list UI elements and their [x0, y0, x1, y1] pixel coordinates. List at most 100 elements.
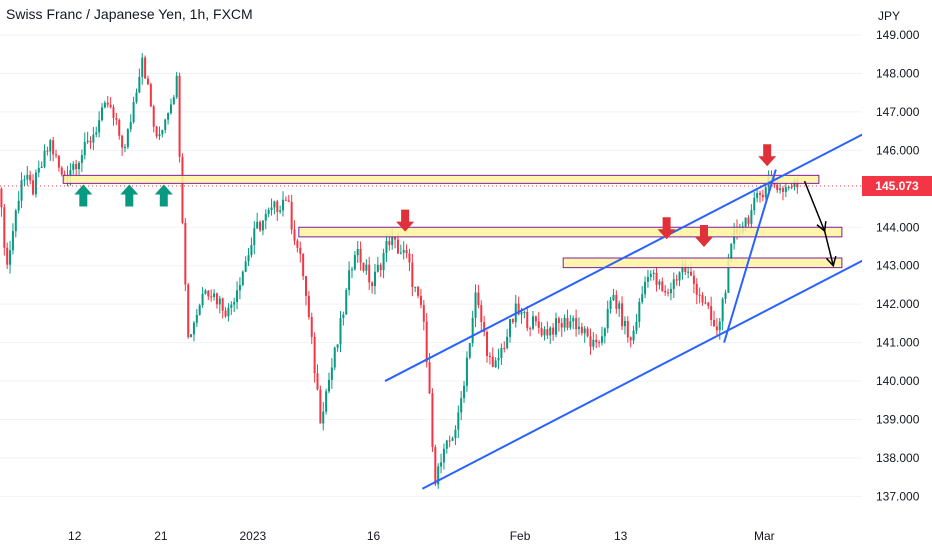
candle-body	[46, 150, 49, 152]
candle-body	[710, 306, 713, 321]
candle-body	[644, 281, 647, 295]
candle-body	[144, 57, 147, 79]
candle-body	[649, 274, 652, 277]
candle-body	[506, 336, 509, 349]
candle-body	[169, 104, 172, 114]
candle-body	[419, 295, 422, 306]
candle-body	[434, 447, 437, 485]
candle-body	[411, 262, 414, 288]
candle-body	[213, 293, 216, 298]
candle-body	[224, 310, 227, 317]
candle-body	[431, 393, 434, 448]
candle-body	[540, 327, 543, 336]
candle-body	[448, 440, 451, 442]
candle-body	[405, 250, 408, 254]
candle-body	[37, 167, 40, 173]
candle-body	[276, 201, 279, 212]
candle-body	[396, 239, 399, 254]
candle-body	[316, 373, 319, 390]
candle-body	[391, 236, 394, 245]
price-tick-label: 147.000	[876, 105, 920, 119]
candle-body	[497, 358, 500, 361]
candle-body	[261, 220, 264, 231]
candle-body	[204, 290, 207, 294]
candle-body	[353, 255, 356, 270]
candle-body	[11, 231, 14, 251]
candle-body	[359, 248, 362, 263]
candle-body	[190, 334, 193, 338]
candle-body	[442, 448, 445, 463]
candle-body	[569, 321, 572, 328]
candle-body	[451, 438, 454, 441]
candle-body	[394, 236, 397, 240]
candle-body	[580, 326, 583, 334]
candle-body	[152, 106, 155, 127]
candle-body	[471, 317, 474, 344]
candle-body	[221, 298, 224, 311]
candle-body	[503, 347, 506, 349]
time-tick-label: 21	[154, 529, 168, 543]
candle-body	[747, 217, 750, 224]
current-price-badge: 145.073	[862, 176, 932, 196]
candle-body	[215, 293, 218, 305]
candle-body	[678, 272, 681, 281]
candle-body	[385, 241, 388, 253]
candle-body	[135, 92, 138, 103]
time-tick-label: 12	[68, 529, 82, 543]
price-tick-label: 148.000	[876, 66, 920, 80]
candle-body	[78, 162, 81, 170]
up-arrow-icon	[154, 184, 173, 207]
candle-body	[609, 300, 612, 309]
candle-body	[20, 180, 23, 201]
candle-body	[244, 261, 247, 272]
candle-body	[698, 294, 701, 296]
candle-body	[161, 129, 164, 135]
candle-body	[615, 294, 618, 309]
candle-body	[9, 250, 12, 265]
candle-body	[236, 290, 239, 303]
price-axis-panel[interactable]	[862, 0, 932, 550]
candle-body	[463, 385, 466, 399]
candle-body	[17, 200, 20, 211]
candle-body	[744, 217, 747, 227]
candle-body	[100, 107, 104, 121]
time-axis-panel[interactable]	[0, 520, 862, 550]
price-tick-label: 144.000	[876, 220, 920, 234]
candle-body	[60, 167, 63, 175]
candle-body	[72, 163, 75, 171]
candle-body	[86, 140, 89, 142]
candle-body	[690, 271, 693, 276]
candle-body	[302, 253, 305, 277]
candle-body	[26, 174, 29, 180]
candle-body	[756, 193, 759, 198]
candle-body	[603, 328, 606, 337]
sr-zone	[62, 174, 820, 184]
candle-body	[270, 207, 273, 211]
candle-body	[123, 146, 126, 148]
candle-body	[399, 252, 402, 254]
candle-body	[598, 342, 601, 344]
candle-body	[632, 330, 635, 341]
candle-body	[0, 188, 3, 208]
candle-body	[457, 412, 460, 430]
time-tick-label: 13	[614, 529, 628, 543]
candle-body	[296, 240, 299, 248]
candle-body	[641, 294, 644, 302]
candle-body	[437, 466, 440, 485]
candle-body	[552, 327, 555, 335]
candle-body	[201, 293, 204, 306]
down-arrow-icon	[694, 224, 713, 247]
candle-body	[543, 329, 546, 336]
candle-body	[529, 328, 532, 330]
candle-body	[646, 276, 649, 282]
candle-body	[445, 440, 448, 449]
candle-body	[164, 119, 167, 130]
candle-body	[333, 347, 336, 368]
candle-body	[138, 76, 141, 93]
trend-line	[723, 169, 777, 343]
candle-body	[3, 207, 6, 248]
candle-body	[106, 102, 109, 105]
candle-body	[129, 122, 132, 130]
